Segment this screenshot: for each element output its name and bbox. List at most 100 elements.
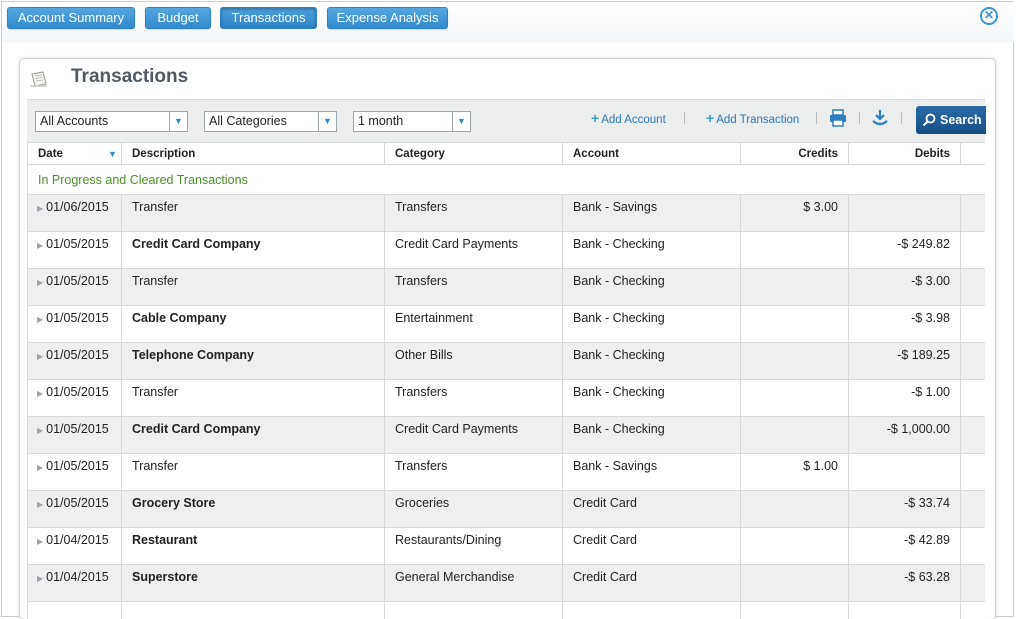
cell-text: Credit Card: [573, 496, 637, 510]
cell-text: Transfers: [395, 200, 448, 214]
cell-credit: [741, 232, 849, 268]
expand-row-icon[interactable]: ▶: [37, 204, 44, 213]
cell-description: Transfer: [122, 269, 385, 305]
toolbar-divider: [901, 112, 902, 124]
table-row[interactable]: ▶ 01/05/2015 Credit Card Company Credit Car…: [28, 417, 985, 454]
cell-text: Credit Card Company: [132, 422, 261, 436]
add-transaction-label: Add Transaction: [716, 114, 800, 126]
cell-credit: [741, 306, 849, 342]
table-row[interactable]: ▶ 01/05/2015 Grocery Store Groceries Credit …: [28, 491, 985, 528]
cell-text: 01/05/2015: [46, 496, 109, 510]
cell-account: Bank - Checking: [563, 269, 741, 305]
cell-text: Transfer: [132, 274, 179, 288]
cell-text: -$ 1.00: [911, 385, 950, 399]
table-row[interactable]: ▶ 01/06/2015 Transfer Transfers Bank - Savin…: [28, 195, 985, 232]
cell-debit: -$ 63.28: [849, 565, 961, 601]
cell-text: Groceries: [395, 496, 450, 510]
cell-text: Other Bills: [395, 348, 453, 362]
cell-date: ▶ 01/05/2015: [28, 343, 122, 379]
cell-account: Bank - Checking: [563, 417, 741, 453]
expand-row-icon[interactable]: ▶: [37, 574, 44, 583]
table-row[interactable]: ▶ 01/05/2015 Transfer Transfers Bank - Savin…: [28, 454, 985, 491]
expand-row-icon[interactable]: ▶: [37, 426, 44, 435]
transactions-panel: Transactions All Accounts ▼ All Categori…: [19, 58, 996, 619]
expand-row-icon[interactable]: ▶: [37, 389, 44, 398]
table-row[interactable]: ▶ 01/05/2015 Telephone Company Other Bills B…: [28, 343, 985, 380]
tab-account-summary[interactable]: Account Summary: [7, 7, 135, 29]
column-header-credits[interactable]: Credits: [741, 143, 849, 165]
expand-row-icon[interactable]: ▶: [37, 278, 44, 287]
cell-account: Bank - Savings: [563, 195, 741, 231]
printer-icon[interactable]: [828, 108, 848, 128]
expand-row-icon[interactable]: ▶: [37, 463, 44, 472]
cell-category: [385, 602, 563, 619]
cell-text: Credit Card Payments: [395, 237, 518, 251]
cell-account: Bank - Checking: [563, 232, 741, 268]
cell-text: $ 1.00: [803, 459, 838, 473]
expand-row-icon[interactable]: ▶: [37, 500, 44, 509]
expand-row-icon[interactable]: ▶: [37, 241, 44, 250]
plus-icon: +: [591, 110, 600, 126]
tab-budget[interactable]: Budget: [145, 7, 211, 29]
add-account-link[interactable]: + Add Account: [591, 110, 666, 126]
cell-text: -$ 249.82: [897, 237, 950, 251]
cell-text: 01/05/2015: [46, 274, 109, 288]
cell-text: $ 3.00: [803, 200, 838, 214]
cell-date: ▶ 01/05/2015: [28, 269, 122, 305]
cell-account: Bank - Checking: [563, 306, 741, 342]
expand-row-icon[interactable]: ▶: [37, 352, 44, 361]
categories-select[interactable]: All Categories ▼: [204, 111, 337, 132]
column-header-category[interactable]: Category: [385, 143, 563, 165]
add-transaction-link[interactable]: + Add Transaction: [706, 110, 799, 126]
table-row[interactable]: [28, 602, 985, 619]
column-header-description[interactable]: Description: [122, 143, 385, 165]
cell-text: -$ 33.74: [904, 496, 950, 510]
accounts-select[interactable]: All Accounts ▼: [35, 111, 188, 132]
cell-credit: $ 1.00: [741, 454, 849, 490]
date-header-label: Date: [38, 148, 63, 160]
cell-description: Credit Card Company: [122, 232, 385, 268]
cell-credit: [741, 380, 849, 416]
table-row[interactable]: ▶ 01/05/2015 Transfer Transfers Bank - Check…: [28, 269, 985, 306]
cell-text: Credit Card: [573, 533, 637, 547]
cell-text: Grocery Store: [132, 496, 216, 510]
cell-description: Transfer: [122, 380, 385, 416]
tab-expense-analysis[interactable]: Expense Analysis: [327, 7, 448, 29]
column-header-date[interactable]: Date ▼: [28, 143, 122, 165]
cell-debit: [849, 602, 961, 619]
cell-text: Transfer: [132, 200, 179, 214]
table-row[interactable]: ▶ 01/04/2015 Superstore General Merchandise…: [28, 565, 985, 602]
transactions-table: Date ▼ Description Category Account Cred…: [27, 142, 985, 619]
cell-text: -$ 1,000.00: [886, 422, 950, 436]
period-select[interactable]: 1 month ▼: [353, 111, 471, 132]
cell-description: Telephone Company: [122, 343, 385, 379]
cell-description: Grocery Store: [122, 491, 385, 527]
cell-category: Restaurants/Dining: [385, 528, 563, 564]
cell-category: Groceries: [385, 491, 563, 527]
expand-row-icon[interactable]: ▶: [37, 537, 44, 546]
cell-text: -$ 189.25: [897, 348, 950, 362]
cell-date: ▶ 01/05/2015: [28, 491, 122, 527]
cell-text: Transfer: [132, 385, 179, 399]
cell-text: 01/05/2015: [46, 385, 109, 399]
search-button[interactable]: Search: [916, 106, 986, 134]
tab-transactions[interactable]: Transactions: [220, 7, 317, 29]
column-header-debits[interactable]: Debits: [849, 143, 961, 165]
download-icon[interactable]: [870, 108, 890, 128]
table-row[interactable]: ▶ 01/04/2015 Restaurant Restaurants/Dining C…: [28, 528, 985, 565]
cell-text: Cable Company: [132, 311, 227, 325]
cell-debit: -$ 33.74: [849, 491, 961, 527]
cell-date: ▶ 01/05/2015: [28, 306, 122, 342]
filter-toolbar: All Accounts ▼ All Categories ▼ 1 month …: [27, 99, 986, 142]
table-row[interactable]: ▶ 01/05/2015 Credit Card Company Credit Car…: [28, 232, 985, 269]
cell-text: Transfers: [395, 459, 448, 473]
column-header-account[interactable]: Account: [563, 143, 741, 165]
cell-debit: -$ 249.82: [849, 232, 961, 268]
expand-row-icon[interactable]: ▶: [37, 315, 44, 324]
cell-credit: [741, 528, 849, 564]
cell-debit: -$ 1.00: [849, 380, 961, 416]
table-row[interactable]: ▶ 01/05/2015 Cable Company Entertainment Ban…: [28, 306, 985, 343]
close-icon[interactable]: ✕: [980, 7, 998, 25]
toolbar-divider: [816, 112, 817, 124]
table-row[interactable]: ▶ 01/05/2015 Transfer Transfers Bank - Check…: [28, 380, 985, 417]
